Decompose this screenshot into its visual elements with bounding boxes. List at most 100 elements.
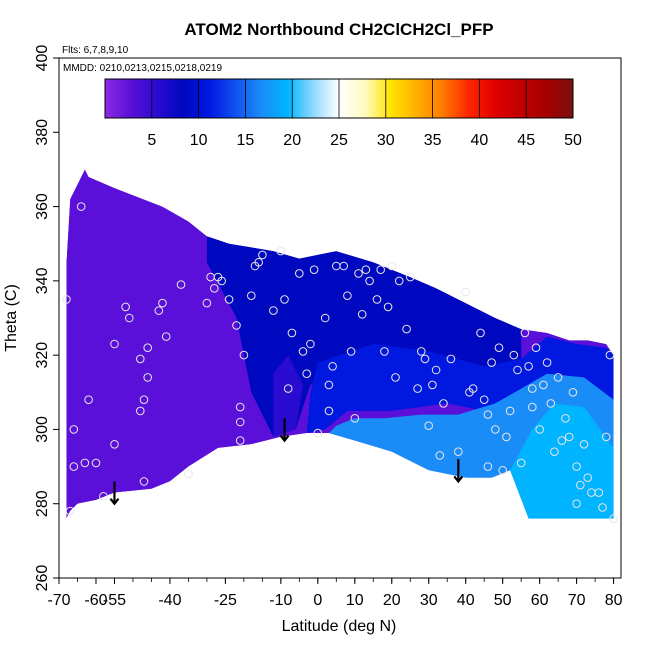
sample-point [125, 313, 134, 323]
sample-point [605, 350, 615, 360]
arrow-marker [279, 418, 290, 443]
colorbar-tick-label: 15 [237, 132, 255, 149]
sample-point [202, 298, 212, 308]
x-tick-label: 70 [568, 592, 586, 609]
sample-point [550, 447, 559, 457]
colorbar-tick-label: 45 [517, 132, 535, 149]
colorbar-dividers [151, 79, 574, 118]
sample-point [557, 436, 567, 445]
sample-point [546, 399, 556, 408]
sample-point [487, 358, 496, 367]
sample-point [158, 298, 167, 308]
x-tick-label: -40 [158, 592, 181, 609]
x-tick-label: -25 [214, 592, 237, 609]
y-tick-label: 360 [34, 193, 51, 220]
y-tick-label: 340 [34, 267, 51, 294]
sample-point [461, 287, 471, 297]
chart-title: ATOM2 Northbound CH2ClCH2Cl_PFP [184, 20, 493, 39]
sample-point [110, 440, 119, 449]
sample-point [136, 354, 145, 364]
colorbar-tick-label: 25 [330, 132, 348, 149]
colorbar-tick-label: 10 [190, 132, 208, 149]
sample-point [80, 458, 90, 468]
sample-point [306, 339, 315, 349]
sample-point [583, 473, 593, 483]
sample-point [235, 402, 245, 412]
x-tick-label: 20 [383, 592, 401, 609]
sample-point [576, 480, 585, 490]
sample-point [232, 321, 241, 330]
field-zone [510, 403, 614, 519]
sample-point [579, 440, 589, 449]
arrow-marker [109, 481, 120, 506]
sample-point [143, 343, 152, 353]
sample-point [483, 410, 493, 419]
sample-point [609, 514, 618, 523]
sample-point [84, 395, 93, 405]
x-tick-label: 40 [457, 592, 475, 609]
y-tick-label: 280 [34, 490, 51, 517]
sample-point [136, 406, 145, 416]
y-tick-label: 300 [34, 416, 51, 443]
sample-point [309, 265, 319, 275]
sample-point [184, 469, 193, 479]
sample-point [520, 328, 530, 338]
sample-point [235, 417, 245, 427]
sample-point [324, 406, 334, 416]
y-axis-label: Theta (C) [3, 284, 20, 352]
x-axis-label: Latitude (deg N) [282, 618, 397, 635]
sample-point [376, 265, 386, 275]
sample-point [176, 280, 186, 289]
sample-point [210, 284, 219, 293]
sample-point [572, 462, 581, 471]
sample-point [320, 313, 330, 323]
colorbar-tick-label: 20 [283, 132, 301, 149]
sample-point [502, 432, 511, 442]
colorbar-tick-label: 50 [564, 132, 582, 149]
sample-point [139, 477, 149, 486]
sample-point [535, 425, 545, 434]
sample-point [383, 302, 393, 312]
sample-point [298, 347, 308, 356]
sample-point [99, 492, 108, 501]
x-tick-label: 60 [531, 592, 549, 609]
sample-point [302, 369, 312, 379]
y-tick-label: 260 [34, 565, 51, 592]
sample-point [295, 269, 304, 278]
sample-point [439, 399, 448, 408]
sample-point [539, 380, 548, 390]
sample-point [143, 373, 152, 382]
sample-point [594, 488, 604, 497]
sample-point [513, 365, 522, 375]
field-zone [273, 355, 303, 437]
sample-point [564, 432, 574, 442]
sample-point [498, 466, 508, 475]
y-tick-label: 380 [34, 119, 51, 146]
y-tick-label: 400 [34, 45, 51, 72]
sample-point [553, 373, 563, 382]
sample-point [417, 347, 426, 356]
sample-point [154, 306, 164, 315]
y-tick-label: 320 [34, 342, 51, 369]
sample-point [354, 269, 363, 278]
x-tick-label: 10 [346, 592, 364, 609]
sample-point [269, 306, 278, 315]
x-tick-label: -70 [47, 592, 70, 609]
colorbar-tick-label: 35 [424, 132, 442, 149]
sample-point [339, 261, 349, 271]
x-tick-label: -60 [84, 592, 107, 609]
sample-point [428, 380, 437, 390]
sample-point [91, 458, 101, 468]
sample-point [235, 436, 245, 445]
sample-point [139, 395, 149, 405]
sample-point [531, 343, 541, 353]
sample-point [568, 388, 578, 397]
sample-point [350, 414, 360, 423]
sample-point [365, 276, 374, 286]
sample-point [324, 380, 334, 390]
sample-point [598, 503, 607, 512]
x-tick-label: -55 [103, 592, 126, 609]
sample-point [121, 302, 130, 312]
sample-markers [62, 202, 618, 523]
x-tick-label: -10 [269, 592, 292, 609]
